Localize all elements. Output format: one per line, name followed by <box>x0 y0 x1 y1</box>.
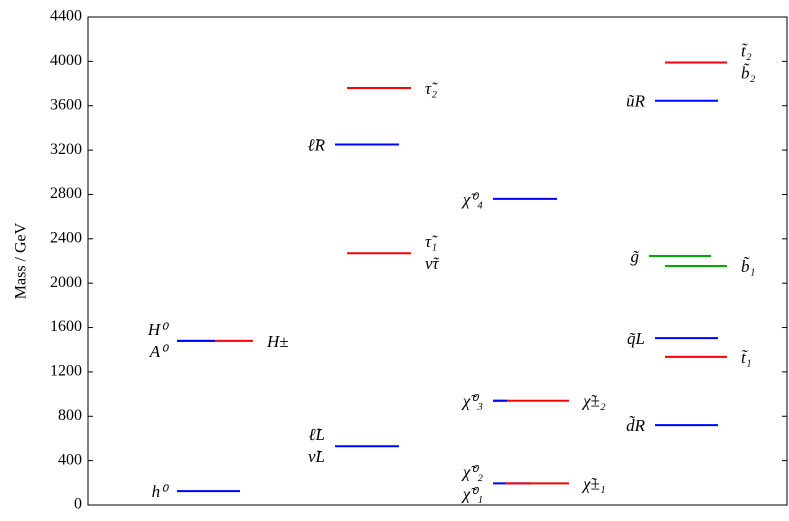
y-tick-label: 1200 <box>50 363 82 380</box>
level-label: ℓ̃L <box>308 425 325 444</box>
y-tick-label: 3600 <box>50 96 82 113</box>
level-label: g̃ <box>631 247 640 266</box>
y-tick-label: 800 <box>58 407 82 424</box>
level-label: b̃₁ <box>741 257 755 276</box>
level-label: H⁰ <box>147 320 169 339</box>
level-label: ν̃L <box>308 447 325 466</box>
level-label: d̃R <box>626 416 646 435</box>
level-label: q̃L <box>627 329 645 348</box>
level-label: ũR <box>626 92 646 111</box>
level-label: χ̃⁰₂ <box>461 462 483 481</box>
level-label: τ̃₂ <box>425 79 438 98</box>
level-label: t̃₁ <box>741 348 752 367</box>
level-label: H± <box>266 332 289 351</box>
level-label: A⁰ <box>149 342 169 361</box>
y-tick-label: 400 <box>58 451 82 468</box>
level-label: b̃₂ <box>741 63 756 82</box>
y-tick-label: 2800 <box>50 185 82 202</box>
y-axis-label: Mass / GeV <box>13 222 30 299</box>
y-tick-label: 4000 <box>50 52 82 69</box>
level-label: h⁰ <box>152 482 170 501</box>
level-label: ν̃τ <box>425 254 440 273</box>
y-tick-label: 0 <box>74 496 82 513</box>
level-label: χ̃⁰₄ <box>461 190 483 209</box>
plot-frame <box>87 16 788 506</box>
level-label: ℓ̃R <box>308 135 326 154</box>
y-tick-label: 2400 <box>50 229 82 246</box>
y-tick-label: 3200 <box>50 141 82 158</box>
y-tick-label: 4400 <box>50 8 82 25</box>
level-label: τ̃₁ <box>425 232 438 251</box>
level-label: χ̃⁰₁ <box>461 484 483 503</box>
level-label: χ̃±₁ <box>581 474 606 493</box>
y-tick-label: 2000 <box>50 274 82 291</box>
level-label: t̃₂ <box>741 41 752 60</box>
level-label: χ̃±₂ <box>581 392 606 411</box>
y-tick-label: 1600 <box>50 318 82 335</box>
level-label: χ̃⁰₃ <box>461 392 483 411</box>
